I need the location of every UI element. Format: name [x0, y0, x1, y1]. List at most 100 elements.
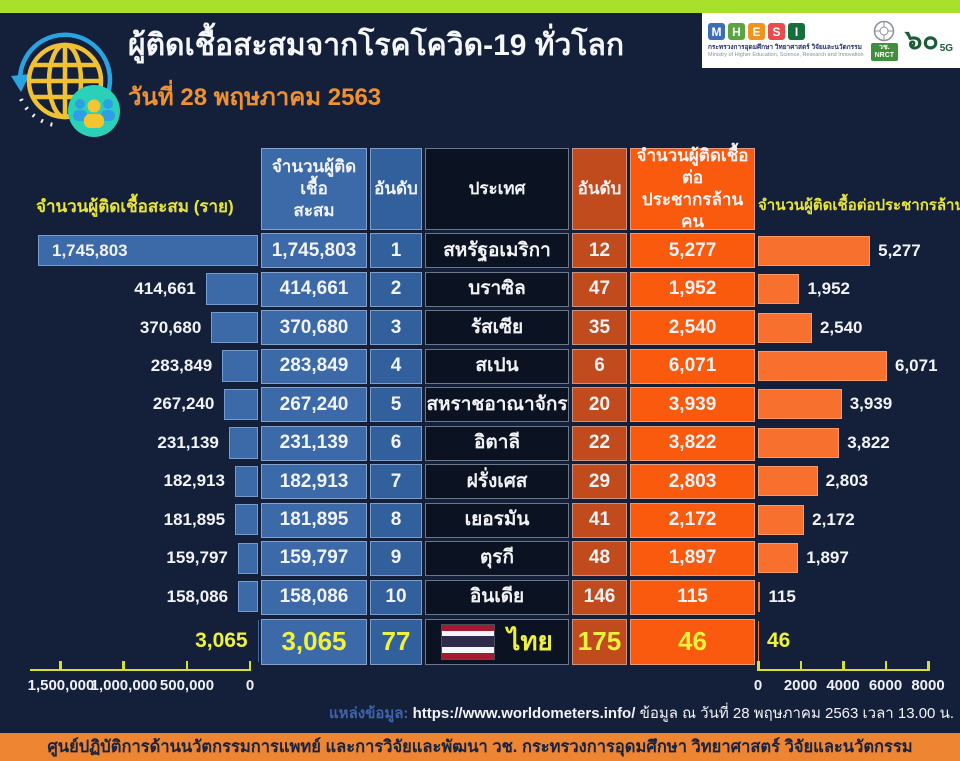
right-chart-bar — [758, 235, 871, 266]
right-chart-value-label: 2,172 — [812, 509, 855, 529]
left-chart-bar — [205, 273, 258, 305]
world-rank-cell: 6 — [370, 425, 422, 461]
left-axis-labels: 1,500,000 1,000,000 500,000 0 — [27, 677, 255, 695]
per-million-cell: 115 — [630, 579, 755, 615]
right-chart-bar — [758, 312, 812, 343]
right-chart-value-label: 2,803 — [825, 471, 869, 491]
table-header-row: จำนวนผู้ติดเชื้อ สะสม อันดับ ประเทศ อันด… — [261, 146, 755, 231]
header-country-label: ประเทศ — [468, 178, 526, 198]
top-accent-bar — [0, 0, 960, 13]
nrct-seal-icon — [874, 20, 895, 41]
right-axis — [757, 661, 930, 671]
header-rank: อันดับ — [370, 148, 422, 230]
axis-tick-label: 1,000,000 — [90, 677, 158, 694]
axis-tick — [248, 661, 251, 671]
right-axis-labels: 0 2000 4000 6000 8000 — [754, 677, 945, 695]
axis-tick-label: 0 — [753, 677, 763, 694]
header-per-million: จำนวนผู้ติดเชื้อต่อ ประชากรล้านคน — [630, 146, 755, 231]
right-chart-row: 3,939 — [758, 387, 958, 422]
left-chart-value-label: 370,680 — [139, 317, 202, 337]
left-chart-row: 182,913 — [30, 464, 258, 499]
left-chart-bar — [222, 350, 258, 382]
world-rank-cell: 1 — [370, 233, 422, 269]
cumulative-cell: 231,139 — [261, 425, 367, 461]
left-chart-row: 370,680 — [30, 310, 258, 345]
cases-per-million-chart: จำนวนผู้ติดเชื้อต่อประชากรล้านคน 5,277 1,… — [754, 195, 960, 710]
world-rank-cell: 5 — [370, 387, 422, 423]
nrct-60th-5g-logo: ๖๐ 5G — [905, 25, 954, 55]
right-chart-title: จำนวนผู้ติดเชื้อต่อประชากรล้านคน — [758, 197, 960, 214]
mhesi-letter-tile: S — [768, 23, 785, 40]
right-chart-row: 46 — [758, 618, 958, 664]
left-chart-bar — [211, 311, 258, 344]
per-million-rank-cell: 41 — [572, 502, 627, 538]
header-cumulative: จำนวนผู้ติดเชื้อ สะสม — [261, 148, 367, 230]
axis-tick — [757, 661, 760, 671]
left-chart-row: 1,745,803 — [30, 233, 258, 268]
nrct-eng-abbr: NRCT — [874, 52, 895, 59]
right-chart-row: 2,803 — [758, 464, 958, 499]
left-chart-bar — [38, 235, 258, 267]
right-chart-value-label: 46 — [766, 629, 791, 653]
country-cell: อินเดีย — [425, 579, 569, 615]
table-row: 231,139 6 อิตาลี 22 3,822 — [261, 425, 755, 461]
right-chart-bar — [758, 621, 759, 662]
axis-tick-label: 8000 — [911, 677, 945, 694]
left-chart-value-label: 182,913 — [163, 471, 225, 491]
right-chart-value-label: 1,952 — [807, 279, 851, 299]
country-cell: ไทย — [425, 618, 569, 665]
right-chart-bar — [758, 504, 805, 535]
left-chart-row: 414,661 — [30, 271, 258, 306]
left-chart-row: 231,139 — [30, 425, 258, 460]
right-chart-value-label: 6,071 — [895, 356, 938, 375]
left-chart-value-label: 158,086 — [166, 586, 229, 606]
per-million-cell: 6,071 — [630, 348, 755, 384]
world-rank-cell: 7 — [370, 464, 422, 500]
world-rank-cell: 3 — [370, 310, 422, 346]
world-rank-cell: 77 — [370, 618, 422, 665]
axis-tick — [59, 661, 62, 671]
per-million-rank-cell: 6 — [572, 348, 627, 384]
axis-tick-label: 1,500,000 — [27, 677, 95, 694]
per-million-cell: 46 — [630, 618, 755, 665]
table-row: 370,680 3 รัสเซีย 35 2,540 — [261, 310, 755, 346]
country-cell: สหราชอาณาจักร — [425, 387, 569, 423]
country-cell: สหรัฐอเมริกา — [425, 233, 569, 269]
axis-tick — [884, 661, 887, 671]
table-row: 1,745,803 1 สหรัฐอเมริกา 12 5,277 — [261, 233, 755, 269]
per-million-cell: 2,803 — [630, 464, 755, 500]
table-row: 414,661 2 บราซิล 47 1,952 — [261, 271, 755, 307]
country-cell: ตุรกี — [425, 541, 569, 577]
left-chart-title: จำนวนผู้ติดเชื้อสะสม (ราย) — [36, 197, 234, 216]
left-chart-value-label: 159,797 — [166, 548, 228, 568]
right-chart-row: 6,071 — [758, 348, 958, 383]
table-row: 159,797 9 ตุรกี 48 1,897 — [261, 541, 755, 577]
per-million-rank-cell: 20 — [572, 387, 627, 423]
axis-tick-label: 0 — [245, 677, 255, 694]
left-chart-bar — [237, 542, 258, 574]
table-row: 283,849 4 สเปน 6 6,071 — [261, 348, 755, 384]
country-cell: เยอรมัน — [425, 502, 569, 538]
per-million-rank-cell: 35 — [572, 310, 627, 346]
per-million-cell: 5,277 — [630, 233, 755, 269]
header-cumulative-line2: สะสม — [293, 201, 335, 221]
mhesi-letter-tile: H — [728, 23, 745, 40]
table-row: 182,913 7 ฝรั่งเศส 29 2,803 — [261, 464, 755, 500]
per-million-cell: 3,822 — [630, 425, 755, 461]
source-label: แหล่งข้อมูล: — [329, 705, 409, 722]
table-row: 181,895 8 เยอรมัน 41 2,172 — [261, 502, 755, 538]
globe-people-icon — [11, 32, 120, 137]
table-row: 3,065 77 ไทย 175 46 — [261, 618, 755, 665]
left-chart-value-label: 267,240 — [152, 394, 215, 414]
left-chart-rows: 1,745,803 414,661 370,680 283,849 267,240 231… — [30, 233, 258, 664]
right-chart-value-label: 3,939 — [849, 394, 893, 414]
right-chart-row: 115 — [758, 579, 958, 614]
right-chart-value-label: 3,822 — [847, 432, 890, 452]
per-million-rank-cell: 12 — [572, 233, 627, 269]
axis-tick-label: 500,000 — [159, 677, 215, 694]
cumulative-cases-chart: จำนวนผู้ติดเชื้อสะสม (ราย) 1,745,803 414,… — [27, 195, 258, 710]
anniversary-5g-label: 5G — [939, 43, 954, 54]
anniversary-numeral: ๖๐ — [905, 25, 939, 55]
